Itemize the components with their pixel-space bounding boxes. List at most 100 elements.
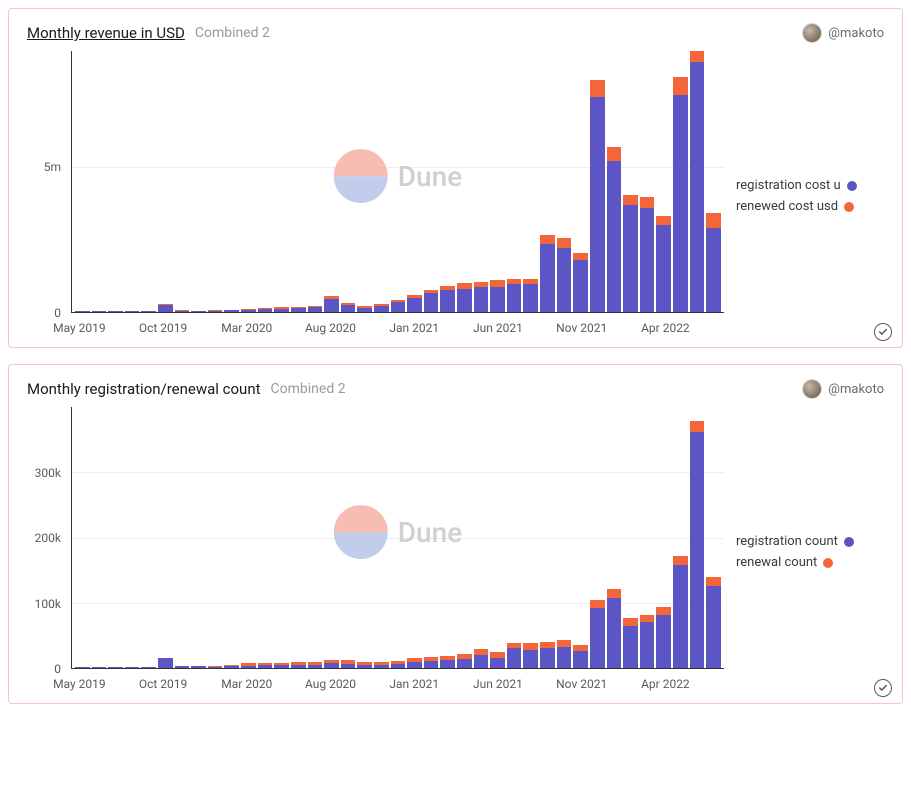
bar[interactable] — [257, 407, 274, 668]
bar[interactable] — [307, 51, 324, 312]
bar[interactable] — [606, 51, 623, 312]
author-group[interactable]: @makoto — [802, 23, 884, 43]
bar[interactable] — [124, 407, 141, 668]
bar[interactable] — [323, 407, 340, 668]
author-handle[interactable]: @makoto — [828, 26, 884, 41]
bar[interactable] — [190, 407, 207, 668]
bar-segment-a — [690, 62, 705, 312]
bar[interactable] — [672, 51, 689, 312]
bar[interactable] — [257, 51, 274, 312]
chart-title[interactable]: Monthly registration/renewal count — [27, 380, 261, 398]
verified-icon[interactable] — [874, 679, 892, 697]
bar[interactable] — [157, 407, 174, 668]
legend-item[interactable]: registration count — [736, 534, 884, 549]
bar[interactable] — [589, 407, 606, 668]
bar[interactable] — [91, 407, 108, 668]
bar[interactable] — [107, 51, 124, 312]
avatar[interactable] — [802, 23, 822, 43]
bar[interactable] — [307, 407, 324, 668]
legend-item[interactable]: renewal count — [736, 555, 884, 570]
bar[interactable] — [539, 407, 556, 668]
bar[interactable] — [572, 407, 589, 668]
bar[interactable] — [207, 407, 224, 668]
bar[interactable] — [273, 51, 290, 312]
bar[interactable] — [655, 407, 672, 668]
bar[interactable] — [489, 51, 506, 312]
bar[interactable] — [290, 51, 307, 312]
bar[interactable] — [107, 407, 124, 668]
bar[interactable] — [639, 407, 656, 668]
bar-segment-b — [557, 238, 572, 248]
bar[interactable] — [406, 407, 423, 668]
bar[interactable] — [290, 407, 307, 668]
verified-icon[interactable] — [874, 323, 892, 341]
bar[interactable] — [223, 407, 240, 668]
bar[interactable] — [522, 51, 539, 312]
bar[interactable] — [140, 407, 157, 668]
bar[interactable] — [539, 51, 556, 312]
bar[interactable] — [622, 51, 639, 312]
bar[interactable] — [190, 51, 207, 312]
bar[interactable] — [240, 407, 257, 668]
bar-segment-a — [407, 298, 422, 313]
bar-segment-a — [241, 666, 256, 668]
bar[interactable] — [390, 407, 407, 668]
bar[interactable] — [689, 407, 706, 668]
bar[interactable] — [423, 407, 440, 668]
bar[interactable] — [223, 51, 240, 312]
bar[interactable] — [672, 407, 689, 668]
avatar[interactable] — [802, 379, 822, 399]
bar[interactable] — [639, 51, 656, 312]
bar[interactable] — [240, 51, 257, 312]
bar[interactable] — [439, 407, 456, 668]
bar[interactable] — [157, 51, 174, 312]
bar[interactable] — [439, 51, 456, 312]
bar[interactable] — [423, 51, 440, 312]
bar[interactable] — [140, 51, 157, 312]
bar[interactable] — [689, 51, 706, 312]
bar[interactable] — [506, 51, 523, 312]
bar[interactable] — [522, 407, 539, 668]
bar[interactable] — [473, 51, 490, 312]
bar[interactable] — [489, 407, 506, 668]
bar[interactable] — [356, 407, 373, 668]
bar[interactable] — [340, 407, 357, 668]
author-group[interactable]: @makoto — [802, 379, 884, 399]
bar[interactable] — [456, 51, 473, 312]
bar[interactable] — [406, 51, 423, 312]
legend-item[interactable]: registration cost u — [736, 178, 884, 193]
bar[interactable] — [705, 51, 722, 312]
bar[interactable] — [273, 407, 290, 668]
bar[interactable] — [124, 51, 141, 312]
chart-title[interactable]: Monthly revenue in USD — [27, 24, 185, 42]
bar[interactable] — [174, 407, 191, 668]
bar[interactable] — [174, 51, 191, 312]
bar[interactable] — [207, 51, 224, 312]
panel-header: Monthly revenue in USDCombined 2@makoto — [27, 23, 884, 43]
bar[interactable] — [390, 51, 407, 312]
bar[interactable] — [356, 51, 373, 312]
bar[interactable] — [323, 51, 340, 312]
bar[interactable] — [589, 51, 606, 312]
bar[interactable] — [622, 407, 639, 668]
bar[interactable] — [556, 407, 573, 668]
bar[interactable] — [340, 51, 357, 312]
bar-segment-a — [573, 651, 588, 668]
bar[interactable] — [473, 407, 490, 668]
bar[interactable] — [705, 407, 722, 668]
bar[interactable] — [606, 407, 623, 668]
bar[interactable] — [373, 51, 390, 312]
bar[interactable] — [91, 51, 108, 312]
legend-item[interactable]: renewed cost usd — [736, 199, 884, 214]
bar[interactable] — [456, 407, 473, 668]
bar[interactable] — [373, 407, 390, 668]
bar-segment-b — [573, 253, 588, 260]
bar[interactable] — [572, 51, 589, 312]
bar[interactable] — [556, 51, 573, 312]
legend-label: registration count — [736, 534, 838, 549]
bar[interactable] — [74, 407, 91, 668]
bar[interactable] — [655, 51, 672, 312]
bar[interactable] — [506, 407, 523, 668]
author-handle[interactable]: @makoto — [828, 382, 884, 397]
bar[interactable] — [74, 51, 91, 312]
